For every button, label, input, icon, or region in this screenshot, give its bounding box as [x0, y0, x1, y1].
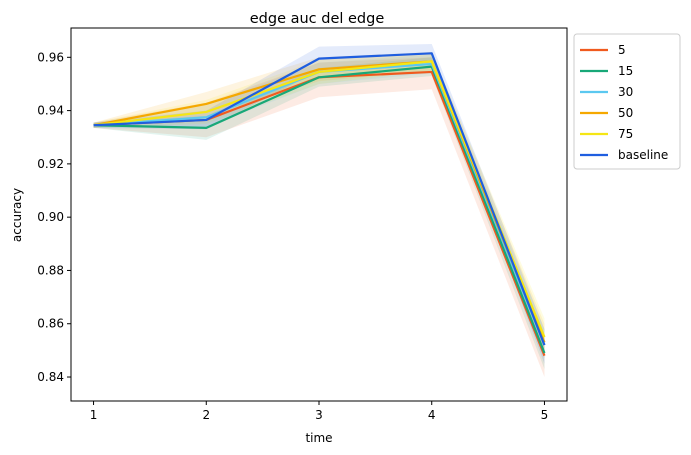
- x-axis-label: time: [305, 431, 332, 445]
- y-axis-ticks: 0.84 0.86 0.88 0.90 0.92 0.94 0.96: [37, 50, 71, 384]
- y-tick-label: 0.88: [37, 263, 64, 277]
- legend-frame: [573, 33, 681, 170]
- confidence-band-50: [93, 51, 545, 359]
- y-tick-label: 0.96: [37, 50, 64, 64]
- confidence-band-30: [93, 54, 545, 359]
- y-tick-label: 0.86: [37, 317, 64, 331]
- x-tick-label: 2: [202, 408, 210, 422]
- legend-label-baseline: baseline: [618, 148, 668, 162]
- legend-label-5: 5: [618, 43, 626, 57]
- y-tick-label: 0.94: [37, 104, 64, 118]
- legend-label-30: 30: [618, 85, 633, 99]
- y-axis-label: accuracy: [10, 188, 24, 242]
- legend-label-50: 50: [618, 106, 633, 120]
- chart-title: edge auc del edge: [250, 11, 385, 27]
- legend-label-75: 75: [618, 127, 633, 141]
- confidence-band-baseline: [93, 43, 545, 364]
- series-line-15: [93, 65, 546, 354]
- x-tick-label: 1: [90, 408, 98, 422]
- confidence-bands: [93, 43, 545, 378]
- legend-label-15: 15: [618, 64, 633, 78]
- x-tick-label: 4: [428, 408, 436, 422]
- legend: 5 15 30 50 75 baseline: [573, 33, 681, 170]
- x-axis-ticks: 1 2 3 4 5: [90, 401, 549, 422]
- x-tick-label: 5: [541, 408, 549, 422]
- confidence-band-5: [93, 57, 545, 378]
- y-tick-label: 0.84: [37, 370, 64, 384]
- x-tick-label: 3: [315, 408, 323, 422]
- y-tick-label: 0.92: [37, 157, 64, 171]
- series-lines: [93, 52, 546, 357]
- y-tick-label: 0.90: [37, 210, 64, 224]
- series-line-baseline: [93, 52, 546, 346]
- confidence-band-15: [93, 57, 545, 370]
